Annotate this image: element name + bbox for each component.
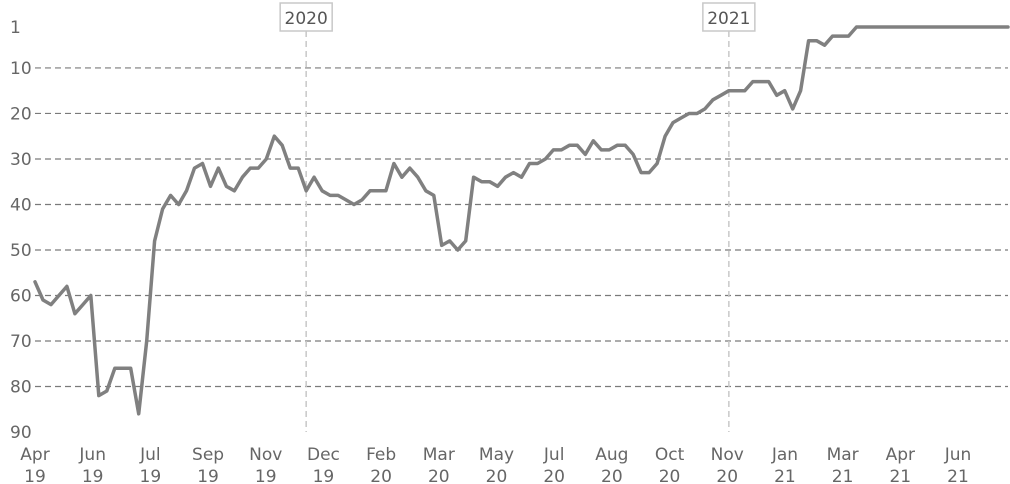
series-line [33,25,1010,416]
x-tick-year: 20 [428,467,450,484]
x-tick-month: Apr [20,445,49,465]
x-tick-month: Nov [249,445,282,465]
y-tick-label: 80 [10,377,32,397]
series-group [33,25,1010,416]
x-tick-year: 19 [313,467,335,484]
x-tick-month: Oct [655,445,685,465]
x-tick-year: 20 [486,467,508,484]
x-tick-month: Jul [543,445,565,465]
year-markers: 2020 2021 [279,2,756,432]
y-tick-label: 60 [10,286,32,306]
year-marker-label: 2021 [707,9,750,29]
x-tick-month: Aug [595,445,628,465]
y-tick-label: 50 [10,241,32,261]
y-tick-label: 70 [10,332,32,352]
x-tick-year: 20 [601,467,623,484]
x-tick-year: 20 [659,467,681,484]
year-marker-box [702,2,756,32]
x-tick-year: 19 [82,467,104,484]
x-tick-month: Mar [423,445,455,465]
x-axis: Apr 19 Jun 19 Jul 19 Sep 19 Nov 19 Dec 19 Feb 20 Mar 20… [20,445,971,484]
y-tick-label: 20 [10,104,32,124]
x-tick-month: Feb [366,445,396,465]
x-tick-year: 19 [197,467,219,484]
x-tick-month: Jun [944,445,972,465]
x-tick-month: May [479,445,514,465]
x-tick-year: 19 [255,467,277,484]
x-tick-year: 20 [716,467,738,484]
y-tick-label: 10 [10,59,32,79]
year-marker-box [279,2,333,32]
x-tick-year: 19 [140,467,162,484]
x-tick-year: 20 [543,467,565,484]
x-tick-month: Dec [307,445,340,465]
x-tick-month: Apr [886,445,915,465]
x-tick-year: 20 [370,467,392,484]
x-tick-year: 21 [889,467,911,484]
x-tick-year: 21 [774,467,796,484]
x-tick-month: Nov [711,445,744,465]
x-tick-year: 21 [832,467,854,484]
x-tick-year: 19 [24,467,46,484]
x-tick-month: Jul [139,445,161,465]
x-tick-year: 21 [947,467,969,484]
y-tick-label: 40 [10,195,32,215]
year-marker-label: 2020 [285,9,328,29]
x-tick-month: Jan [771,445,798,465]
y-axis: 1 10 20 30 40 50 60 70 80 90 [10,18,32,443]
x-tick-month: Mar [827,445,859,465]
y-tick-label: 90 [10,423,32,443]
grid-lines [35,67,1008,388]
x-tick-month: Sep [192,445,224,465]
y-tick-label: 1 [10,18,21,38]
y-tick-label: 30 [10,150,32,170]
x-tick-month: Jun [78,445,106,465]
